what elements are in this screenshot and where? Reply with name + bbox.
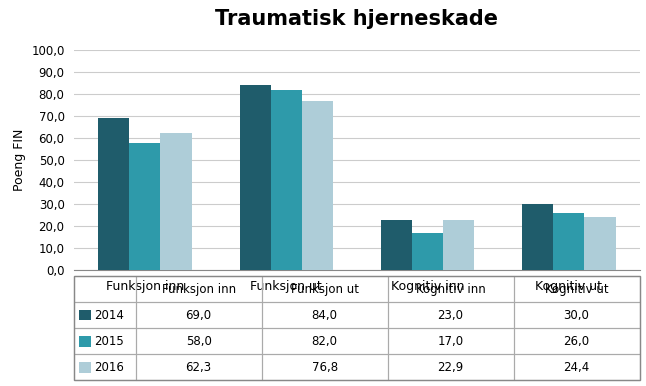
Text: 69,0: 69,0	[185, 308, 212, 322]
Text: 2015: 2015	[94, 335, 124, 348]
Text: 17,0: 17,0	[437, 335, 464, 348]
Text: Funksjon inn: Funksjon inn	[162, 283, 236, 296]
Text: 76,8: 76,8	[311, 361, 338, 374]
Text: Funksjon ut: Funksjon ut	[291, 283, 359, 296]
Title: Traumatisk hjerneskade: Traumatisk hjerneskade	[215, 9, 499, 29]
Bar	[522, 204, 554, 270]
Bar	[443, 220, 474, 270]
Text: 58,0: 58,0	[185, 335, 212, 348]
Text: Kognitiv ut: Kognitiv ut	[545, 283, 609, 296]
Bar	[240, 85, 271, 270]
Text: 23,0: 23,0	[437, 308, 464, 322]
Bar	[412, 233, 443, 270]
Bar	[381, 220, 412, 270]
Text: 24,4: 24,4	[563, 361, 590, 374]
Text: 82,0: 82,0	[311, 335, 338, 348]
Bar	[98, 119, 129, 270]
Text: 2014: 2014	[94, 308, 124, 322]
Bar	[585, 217, 616, 270]
Text: 2016: 2016	[94, 361, 124, 374]
Bar	[302, 101, 333, 270]
Text: 26,0: 26,0	[563, 335, 590, 348]
Y-axis label: Poeng FIN: Poeng FIN	[13, 129, 26, 191]
Bar	[160, 133, 192, 270]
Bar	[129, 142, 160, 270]
Text: Kognitiv inn: Kognitiv inn	[416, 283, 485, 296]
Text: 30,0: 30,0	[563, 308, 590, 322]
Text: 84,0: 84,0	[311, 308, 338, 322]
Text: 22,9: 22,9	[437, 361, 464, 374]
Bar	[271, 90, 302, 270]
Text: 62,3: 62,3	[185, 361, 212, 374]
Bar	[554, 213, 585, 270]
